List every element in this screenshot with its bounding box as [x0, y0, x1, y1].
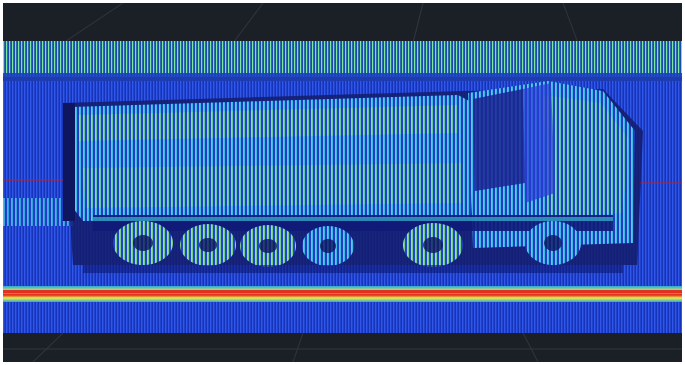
truck-cab-window	[473, 89, 525, 191]
lane-marker-points	[3, 286, 682, 302]
truck-rear-edge	[63, 103, 75, 221]
lidar-viewport	[3, 3, 682, 362]
ground-grid	[3, 3, 682, 362]
truck-point-cloud	[63, 81, 643, 273]
far-roadside-points	[3, 41, 682, 77]
lidar-point-cloud-scene	[3, 3, 682, 362]
left-curb-points	[3, 198, 73, 226]
truck-wheels	[113, 221, 581, 267]
